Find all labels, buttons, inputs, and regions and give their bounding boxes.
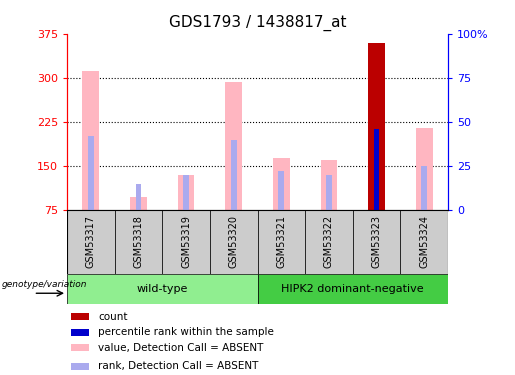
Bar: [88, 136, 94, 210]
Bar: [226, 82, 242, 210]
Bar: [231, 140, 236, 210]
Bar: [67, 210, 115, 274]
Bar: [401, 210, 448, 274]
Bar: [368, 43, 385, 210]
Text: GSM53319: GSM53319: [181, 215, 191, 268]
Bar: [305, 210, 353, 274]
Bar: [326, 175, 332, 210]
Bar: [72, 328, 90, 336]
Bar: [178, 175, 194, 210]
Bar: [421, 166, 427, 210]
Text: genotype/variation: genotype/variation: [2, 280, 88, 289]
Bar: [273, 158, 289, 210]
Bar: [67, 274, 258, 304]
Bar: [162, 210, 210, 274]
Bar: [321, 160, 337, 210]
Text: GSM53318: GSM53318: [133, 215, 143, 268]
Bar: [114, 210, 162, 274]
Text: GSM53320: GSM53320: [229, 215, 238, 268]
Text: wild-type: wild-type: [136, 284, 188, 294]
Bar: [353, 210, 401, 274]
Bar: [130, 197, 147, 210]
Bar: [72, 344, 90, 351]
Text: rank, Detection Call = ABSENT: rank, Detection Call = ABSENT: [98, 362, 259, 372]
Text: percentile rank within the sample: percentile rank within the sample: [98, 327, 274, 337]
Bar: [416, 128, 433, 210]
Bar: [135, 184, 141, 210]
Title: GDS1793 / 1438817_at: GDS1793 / 1438817_at: [169, 15, 346, 31]
Bar: [279, 171, 284, 210]
Text: HIPK2 dominant-negative: HIPK2 dominant-negative: [282, 284, 424, 294]
Text: count: count: [98, 312, 128, 322]
Bar: [82, 71, 99, 210]
Bar: [183, 175, 189, 210]
Bar: [374, 129, 380, 210]
Text: GSM53324: GSM53324: [419, 215, 429, 268]
Text: value, Detection Call = ABSENT: value, Detection Call = ABSENT: [98, 343, 264, 353]
Bar: [210, 210, 258, 274]
Bar: [258, 210, 305, 274]
Text: GSM53322: GSM53322: [324, 215, 334, 268]
Bar: [72, 363, 90, 370]
Bar: [258, 274, 448, 304]
Bar: [72, 313, 90, 320]
Text: GSM53321: GSM53321: [277, 215, 286, 268]
Text: GSM53323: GSM53323: [372, 215, 382, 268]
Text: GSM53317: GSM53317: [86, 215, 96, 268]
